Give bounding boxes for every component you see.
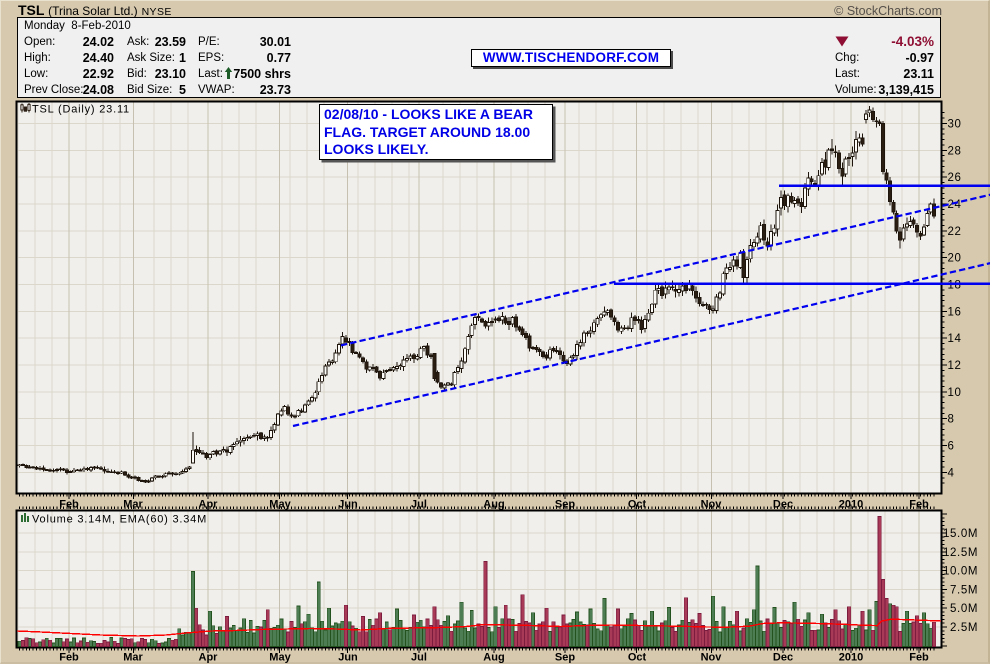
- svg-text:Nov: Nov: [701, 499, 723, 511]
- svg-text:12.5M: 12.5M: [943, 547, 978, 559]
- svg-text:15.0M: 15.0M: [943, 528, 978, 540]
- svg-text:10: 10: [948, 387, 962, 399]
- svg-text:May: May: [269, 499, 291, 511]
- svg-text:Nov: Nov: [701, 652, 723, 664]
- svg-text:2010: 2010: [839, 499, 863, 511]
- svg-text:Sep: Sep: [555, 499, 575, 511]
- svg-text:Dec: Dec: [773, 652, 793, 664]
- svg-text:Jul: Jul: [411, 652, 427, 664]
- svg-text:Jul: Jul: [411, 499, 427, 511]
- svg-text:Mar: Mar: [123, 652, 143, 664]
- svg-text:18: 18: [948, 280, 962, 292]
- svg-text:7.5M: 7.5M: [950, 584, 978, 596]
- svg-text:22: 22: [948, 226, 962, 238]
- svg-text:12: 12: [948, 360, 962, 372]
- svg-text:Oct: Oct: [628, 652, 647, 664]
- svg-text:5.0M: 5.0M: [950, 603, 978, 615]
- svg-text:26: 26: [948, 172, 962, 184]
- svg-text:8: 8: [948, 414, 955, 426]
- svg-text:TSL (Daily) 23.11: TSL (Daily) 23.11: [32, 104, 130, 116]
- svg-text:Jun: Jun: [338, 652, 358, 664]
- svg-text:Apr: Apr: [199, 652, 219, 664]
- svg-text:Feb: Feb: [59, 652, 79, 664]
- svg-text:20: 20: [948, 253, 962, 265]
- svg-text:Feb: Feb: [59, 499, 79, 511]
- svg-text:4: 4: [948, 467, 955, 479]
- svg-text:Dec: Dec: [773, 499, 793, 511]
- svg-text:24: 24: [948, 199, 962, 211]
- svg-text:Apr: Apr: [199, 499, 219, 511]
- svg-text:Feb: Feb: [909, 652, 929, 664]
- svg-text:28: 28: [948, 145, 962, 157]
- svg-text:Sep: Sep: [555, 652, 575, 664]
- svg-text:6: 6: [948, 441, 955, 453]
- svg-text:14: 14: [948, 333, 962, 345]
- svg-text:Mar: Mar: [123, 499, 143, 511]
- svg-text:10.0M: 10.0M: [943, 566, 978, 578]
- svg-text:May: May: [269, 652, 291, 664]
- svg-text:2010: 2010: [839, 652, 863, 664]
- svg-text:Feb: Feb: [909, 499, 929, 511]
- svg-text:2.5M: 2.5M: [950, 622, 978, 634]
- svg-text:16: 16: [948, 306, 962, 318]
- svg-text:Aug: Aug: [483, 499, 504, 511]
- svg-text:Aug: Aug: [483, 652, 504, 664]
- svg-text:Jun: Jun: [338, 499, 358, 511]
- svg-text:30: 30: [948, 119, 962, 131]
- svg-text:Volume 3.14M, EMA(60) 3.34M: Volume 3.14M, EMA(60) 3.34M: [32, 514, 207, 526]
- svg-text:Oct: Oct: [628, 499, 647, 511]
